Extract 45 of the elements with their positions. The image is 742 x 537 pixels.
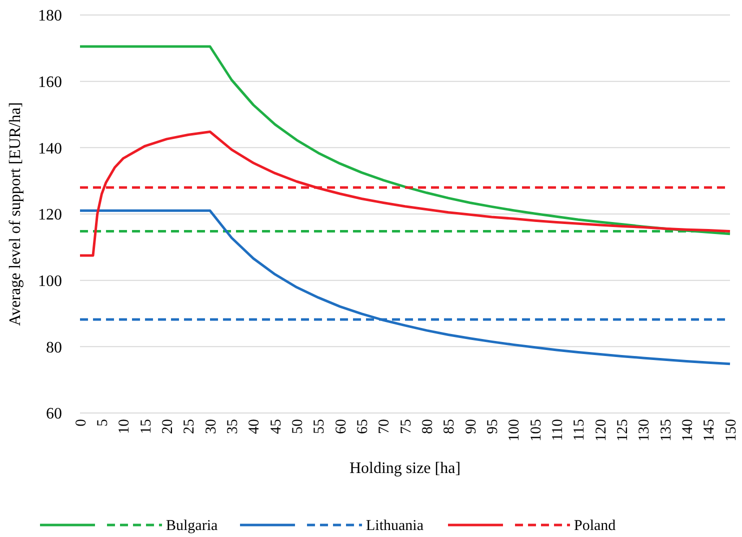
x-tick-label: 75 — [398, 419, 414, 434]
x-tick-label: 125 — [614, 419, 631, 442]
x-tick-label: 5 — [94, 419, 111, 426]
x-tick-label: 30 — [203, 419, 220, 434]
x-tick-label: 130 — [636, 419, 653, 442]
line-series — [78, 209, 732, 366]
y-tick-label: 180 — [38, 8, 62, 25]
y-tick-label: 100 — [38, 272, 62, 290]
x-tick-label: 120 — [593, 419, 610, 442]
x-tick-label: 65 — [354, 419, 371, 434]
x-tick-label: 115 — [572, 419, 588, 441]
x-tick-label: 110 — [550, 419, 566, 441]
legend-label: Poland — [574, 518, 616, 534]
line-series — [78, 130, 732, 257]
x-tick-label: 55 — [312, 419, 328, 434]
x-tick-label: 150 — [723, 419, 740, 442]
x-tick-label: 140 — [680, 419, 696, 442]
x-tick-label: 50 — [290, 419, 306, 434]
x-tick-label: 35 — [224, 419, 241, 434]
x-tick-label: 80 — [420, 419, 436, 434]
x-tick-label: 15 — [138, 419, 154, 434]
x-axis-title: Holding size [ha] — [349, 460, 461, 477]
x-tick-label: 70 — [376, 419, 393, 434]
x-tick-label: 105 — [528, 419, 544, 442]
y-tick-label: 160 — [38, 74, 62, 91]
x-tick-label: 95 — [484, 419, 501, 434]
x-tick-label: 25 — [182, 419, 198, 434]
x-tick-label: 100 — [506, 419, 523, 442]
y-tick-label: 120 — [38, 206, 62, 224]
x-tick-label: 85 — [442, 419, 458, 434]
y-axis-title: Average level of support [EUR/ha] — [7, 102, 24, 326]
x-tick-label: 90 — [463, 419, 480, 434]
x-tick-label: 0 — [73, 419, 90, 426]
x-tick-label: 10 — [116, 419, 133, 434]
x-tick-label: 135 — [658, 419, 674, 442]
x-tick-label: 45 — [268, 419, 284, 434]
line-series — [78, 45, 732, 236]
x-tick-label: 40 — [246, 419, 263, 434]
x-tick-label: 20 — [160, 419, 176, 434]
x-tick-label: 60 — [333, 419, 350, 434]
x-tick-label: 145 — [702, 419, 718, 442]
y-tick-label: 80 — [46, 339, 62, 356]
legend-label: Bulgaria — [166, 518, 218, 534]
legend-label: Lithuania — [366, 518, 424, 534]
y-tick-label: 140 — [38, 140, 62, 158]
